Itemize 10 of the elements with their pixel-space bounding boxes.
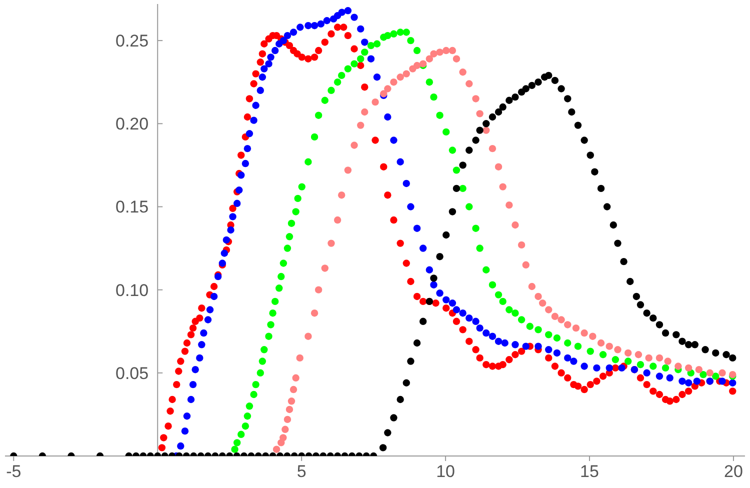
x-tick-label: -5	[6, 462, 22, 481]
x-tick-label: 5	[296, 462, 306, 481]
x-tick-label: 15	[580, 462, 599, 481]
y-tick-label: 0.15	[116, 198, 149, 217]
y-tick-label: 0.20	[116, 114, 149, 134]
y-tick-label: 0.25	[116, 32, 149, 51]
x-tick-label: 20	[724, 462, 743, 481]
y-tick-label: 0.05	[116, 364, 149, 383]
y-tick-label: 0.10	[116, 280, 149, 300]
x-tick-label: 10	[436, 462, 456, 481]
